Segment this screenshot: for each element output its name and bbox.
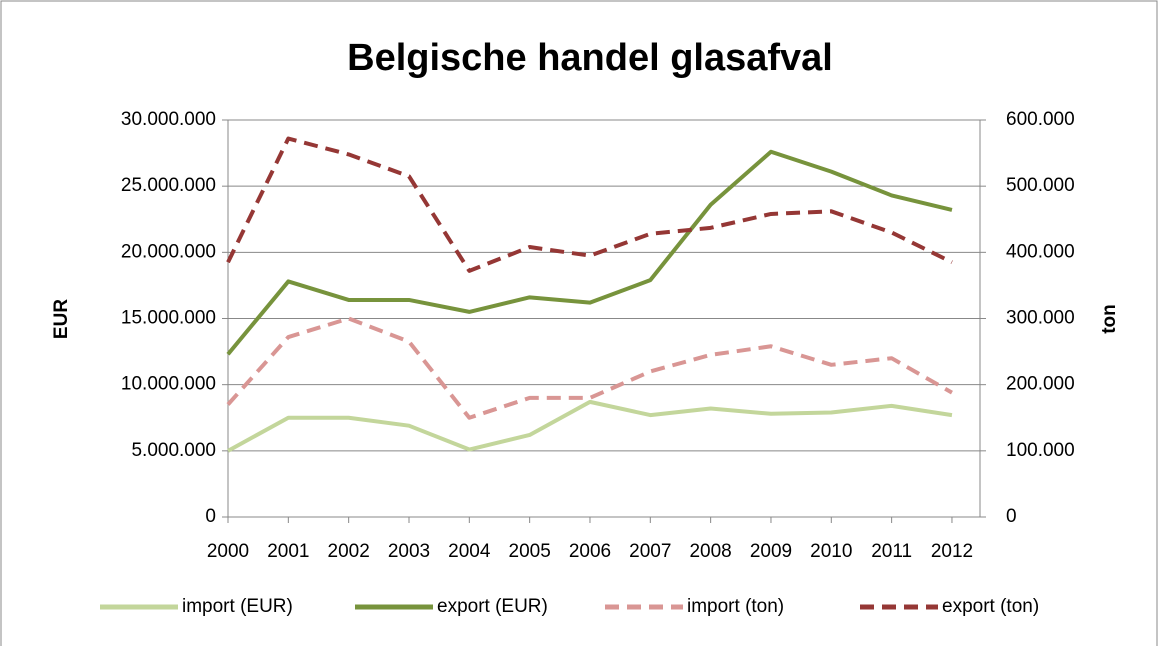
y-tick-label: 15.000.000 xyxy=(121,308,216,329)
y-tick-label: 10.000.000 xyxy=(121,374,216,395)
x-tick-label: 2001 xyxy=(267,541,309,562)
legend-label: export (ton) xyxy=(942,596,1039,617)
line-series xyxy=(227,399,953,453)
y2-tick-label: 100.000 xyxy=(1006,440,1075,461)
y2-tick-label: 200.000 xyxy=(1006,374,1075,395)
y2-tick-label: 0 xyxy=(1006,506,1017,527)
legend-label: export (EUR) xyxy=(437,596,548,617)
x-tick-label: 2003 xyxy=(388,541,430,562)
x-tick-label: 2007 xyxy=(629,541,671,562)
y2-tick-label: 600.000 xyxy=(1006,109,1075,130)
y-tick-label: 20.000.000 xyxy=(121,241,216,262)
x-tick-label: 2008 xyxy=(689,541,731,562)
y-tick-label: 25.000.000 xyxy=(121,175,216,196)
y2-axis-label: ton xyxy=(1099,304,1120,334)
y-tick-label: 0 xyxy=(205,506,216,527)
x-tick-label: 2012 xyxy=(931,541,973,562)
chart-title: Belgische handel glasafval xyxy=(347,37,833,79)
line-series xyxy=(226,149,953,356)
legend-label: import (EUR) xyxy=(182,596,293,617)
y-tick-label: 30.000.000 xyxy=(121,109,216,130)
line-series xyxy=(226,136,953,273)
x-tick-label: 2004 xyxy=(448,541,491,562)
x-tick-label: 2006 xyxy=(569,541,611,562)
x-tick-label: 2011 xyxy=(871,541,912,562)
x-tick-label: 2002 xyxy=(328,541,370,562)
y2-tick-label: 500.000 xyxy=(1006,175,1075,196)
x-tick-label: 2005 xyxy=(509,541,551,562)
x-tick-label: 2009 xyxy=(750,541,792,562)
x-tick-label: 2000 xyxy=(207,541,249,562)
legend-label: import (ton) xyxy=(687,596,784,617)
x-tick-label: 2010 xyxy=(810,541,852,562)
y-tick-label: 5.000.000 xyxy=(131,440,216,461)
line-series xyxy=(226,316,953,420)
y2-tick-label: 400.000 xyxy=(1006,241,1075,262)
y2-tick-label: 300.000 xyxy=(1006,308,1075,329)
y-axis-label: EUR xyxy=(51,299,72,339)
